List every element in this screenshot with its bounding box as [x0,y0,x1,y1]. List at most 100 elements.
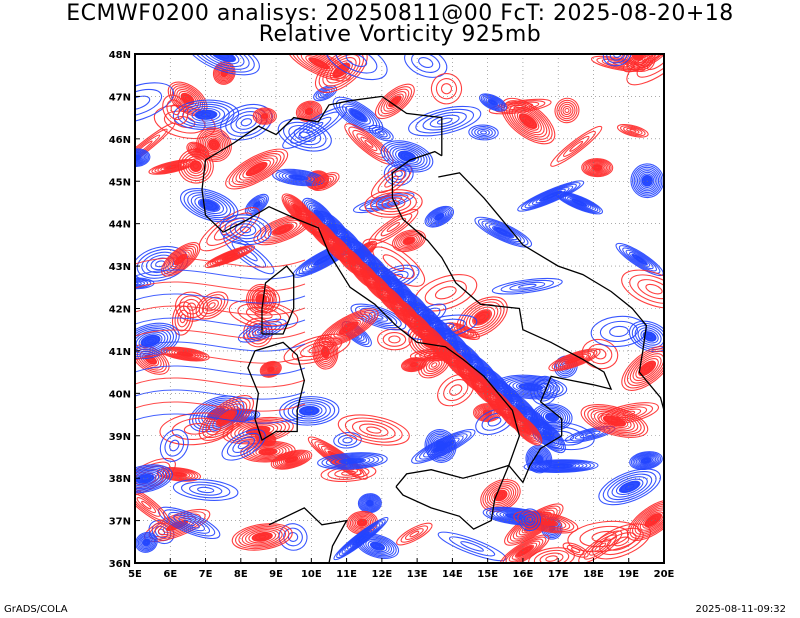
sicily-coastline [395,464,510,530]
contour-line [135,305,306,316]
vorticity-cell [225,148,289,190]
vorticity-cell [525,444,553,474]
vorticity-cell [430,73,463,105]
vorticity-cell [598,468,661,506]
vorticity-cell [287,54,351,82]
vorticity-cell [281,193,314,225]
contour-line [135,365,306,376]
lon-label: 5E [128,569,142,580]
lon-label: 8E [234,569,248,580]
italy-mainland-coastline [222,150,613,484]
lon-label: 7E [199,569,213,580]
lat-label: 44N [109,220,131,231]
lat-label: 47N [109,92,131,103]
malta-coastline [463,565,474,571]
grid-lines [135,54,664,563]
coastlines [201,95,664,571]
tunisia-coast-coastline [268,507,348,563]
contour-line [135,293,306,304]
vorticity-cell [180,188,239,223]
vorticity-cell [562,542,589,558]
lat-label: 36N [109,559,131,570]
vorticity-cell [550,125,603,167]
vorticity-cell [554,97,580,124]
vorticity-cell [368,124,394,142]
vorticity-cell [135,485,170,525]
contour-line [135,377,306,388]
contour-line [135,329,306,340]
vorticity-cell [333,516,389,561]
vorticity-cell [523,459,599,473]
contour-line [135,401,306,412]
vorticity-cell [135,531,158,553]
vorticity-cell [135,322,180,360]
longitude-labels: 5E 6E 7E 8E 9E 10E 11E 12E 13E 14E 15E 16E 17E 18E 19E… [128,558,675,580]
contour-line [135,317,306,328]
contour-line [135,269,306,280]
vorticity-cell [160,242,201,277]
lon-label: 20E [654,569,675,580]
vorticity-cell [424,205,455,228]
vorticity-cell [396,522,433,546]
vorticity-cell [135,464,173,494]
vorticity-cell [628,320,664,353]
vorticity-cell [479,93,507,112]
contour-line [135,413,306,424]
lon-label: 9E [269,569,283,580]
vorticity-cell [517,180,585,212]
vorticity-cell [377,328,412,351]
vorticity-cell [392,229,427,253]
vorticity-cell [357,493,382,514]
corsica-coastline [261,265,295,335]
lat-label: 38N [109,474,131,485]
vorticity-cell [598,402,660,425]
vorticity-cell [437,531,507,562]
lon-label: 12E [371,569,392,580]
vorticity-cell [231,523,293,551]
contour-line [135,389,306,400]
contour-line [135,353,306,364]
vorticity-cell [456,296,508,339]
lon-label: 19E [618,569,639,580]
vorticity-cell [375,284,408,316]
lon-label: 14E [442,569,463,580]
vorticity-cell [186,54,260,76]
vorticity-cell [244,193,269,216]
lon-label: 15E [477,569,498,580]
vorticity-cell [531,418,566,454]
render-timestamp: 2025-08-11-09:32 [695,604,786,615]
vorticity-cell [279,396,340,426]
lon-label: 16E [513,569,534,580]
vorticity-cell [621,269,664,309]
vorticity-cell [318,308,379,348]
vorticity-cell [196,127,232,163]
lon-label: 11E [336,569,357,580]
vorticity-cell [311,172,340,192]
balkan-coast-coastline [438,172,664,411]
vorticity-cell [499,534,550,563]
vorticity-cell [621,345,664,391]
lat-label: 41N [109,347,131,358]
lon-label: 18E [583,569,604,580]
lon-label: 10E [301,569,322,580]
lon-label: 17E [548,569,569,580]
vorticity-cell [518,508,542,532]
vorticity-cell [602,54,632,67]
contour-line [135,281,306,292]
map-title: ECMWF0200 analisys: 20250811@00 FcT: 202… [66,1,734,26]
vorticity-cell [135,148,151,168]
vorticity-cell [172,478,239,501]
lat-label: 39N [109,432,131,443]
vorticity-cell [468,124,499,141]
lat-label: 48N [109,50,131,61]
vorticity-cell [615,242,664,277]
vorticity-cell [491,277,563,295]
lat-label: 46N [109,135,131,146]
vorticity-cell [581,158,614,178]
lat-label: 43N [109,262,131,273]
vorticity-cell [616,123,649,138]
vorticity-cell [252,107,277,125]
contour-line [135,341,306,352]
lat-label: 40N [109,389,131,400]
